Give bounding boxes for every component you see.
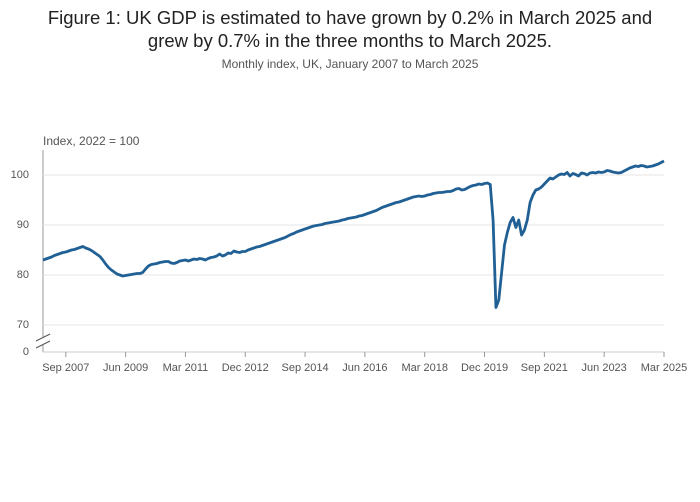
x-tick-label: Jun 2016 xyxy=(342,362,387,374)
axis-break xyxy=(35,333,51,349)
y-tick-label: 90 xyxy=(17,219,29,231)
y-axis-label: Index, 2022 = 100 xyxy=(43,134,140,148)
y-tick-label: 0 xyxy=(23,346,29,358)
y-tick-label: 80 xyxy=(17,269,29,281)
x-tick-label: Sep 2007 xyxy=(42,362,89,374)
x-tick-label: Jun 2023 xyxy=(582,362,627,374)
x-tick-label: Mar 2025 xyxy=(641,362,687,374)
y-tick-label: 70 xyxy=(17,319,29,331)
line xyxy=(42,159,665,309)
x-tick-label: Sep 2021 xyxy=(521,362,568,374)
y-tick-label: 100 xyxy=(11,169,29,181)
chart-subtitle: Monthly index, UK, January 2007 to March… xyxy=(221,57,479,71)
x-tick-label: Sep 2014 xyxy=(282,362,329,374)
x-tick-label: Mar 2011 xyxy=(163,362,209,374)
chart-title: Figure 1: UK GDP is estimated to have gr… xyxy=(47,7,653,51)
x-tick-label: Dec 2019 xyxy=(461,362,508,374)
x-tick-label: Jun 2009 xyxy=(103,362,148,374)
x-tick-label: Mar 2018 xyxy=(401,362,447,374)
x-tick-label: Dec 2012 xyxy=(222,362,269,374)
